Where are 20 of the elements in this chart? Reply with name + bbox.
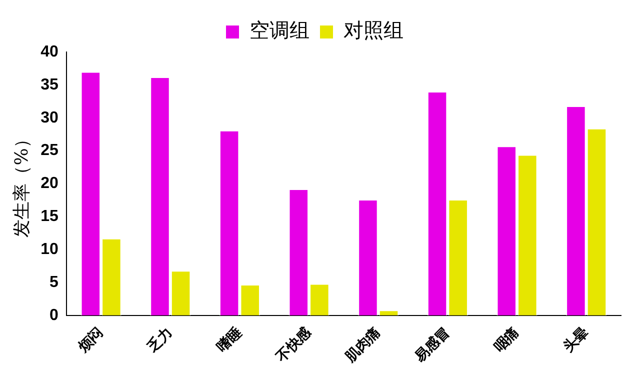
x-tick-label: 嗜睡 [214, 324, 246, 356]
y-tick-label: 40 [40, 43, 58, 60]
x-tick-label: 烦闷 [74, 324, 106, 356]
x-tick-label: 易感冒 [411, 324, 454, 366]
y-tick-label: 25 [40, 142, 58, 160]
y-tick-label: 0 [49, 306, 58, 324]
y-tick-label: 10 [40, 240, 58, 258]
y-tick-label: 15 [40, 208, 58, 226]
legend-label: 对照组 [344, 18, 404, 42]
y-tick-label: 35 [40, 76, 58, 94]
x-tick-label: 头晕 [560, 324, 592, 356]
x-tick-label: 不快感 [272, 324, 316, 366]
legend-label: 空调组 [250, 18, 310, 42]
y-tick-label: 20 [40, 175, 58, 192]
x-tick-label: 咽痛 [490, 324, 522, 356]
y-axis-title: 发生率（%） [11, 130, 32, 238]
x-tick-label: 肌肉痛 [341, 324, 384, 366]
y-tick-label: 5 [49, 274, 58, 291]
x-tick-label: 乏力 [143, 324, 176, 356]
y-tick-label: 30 [40, 109, 58, 126]
